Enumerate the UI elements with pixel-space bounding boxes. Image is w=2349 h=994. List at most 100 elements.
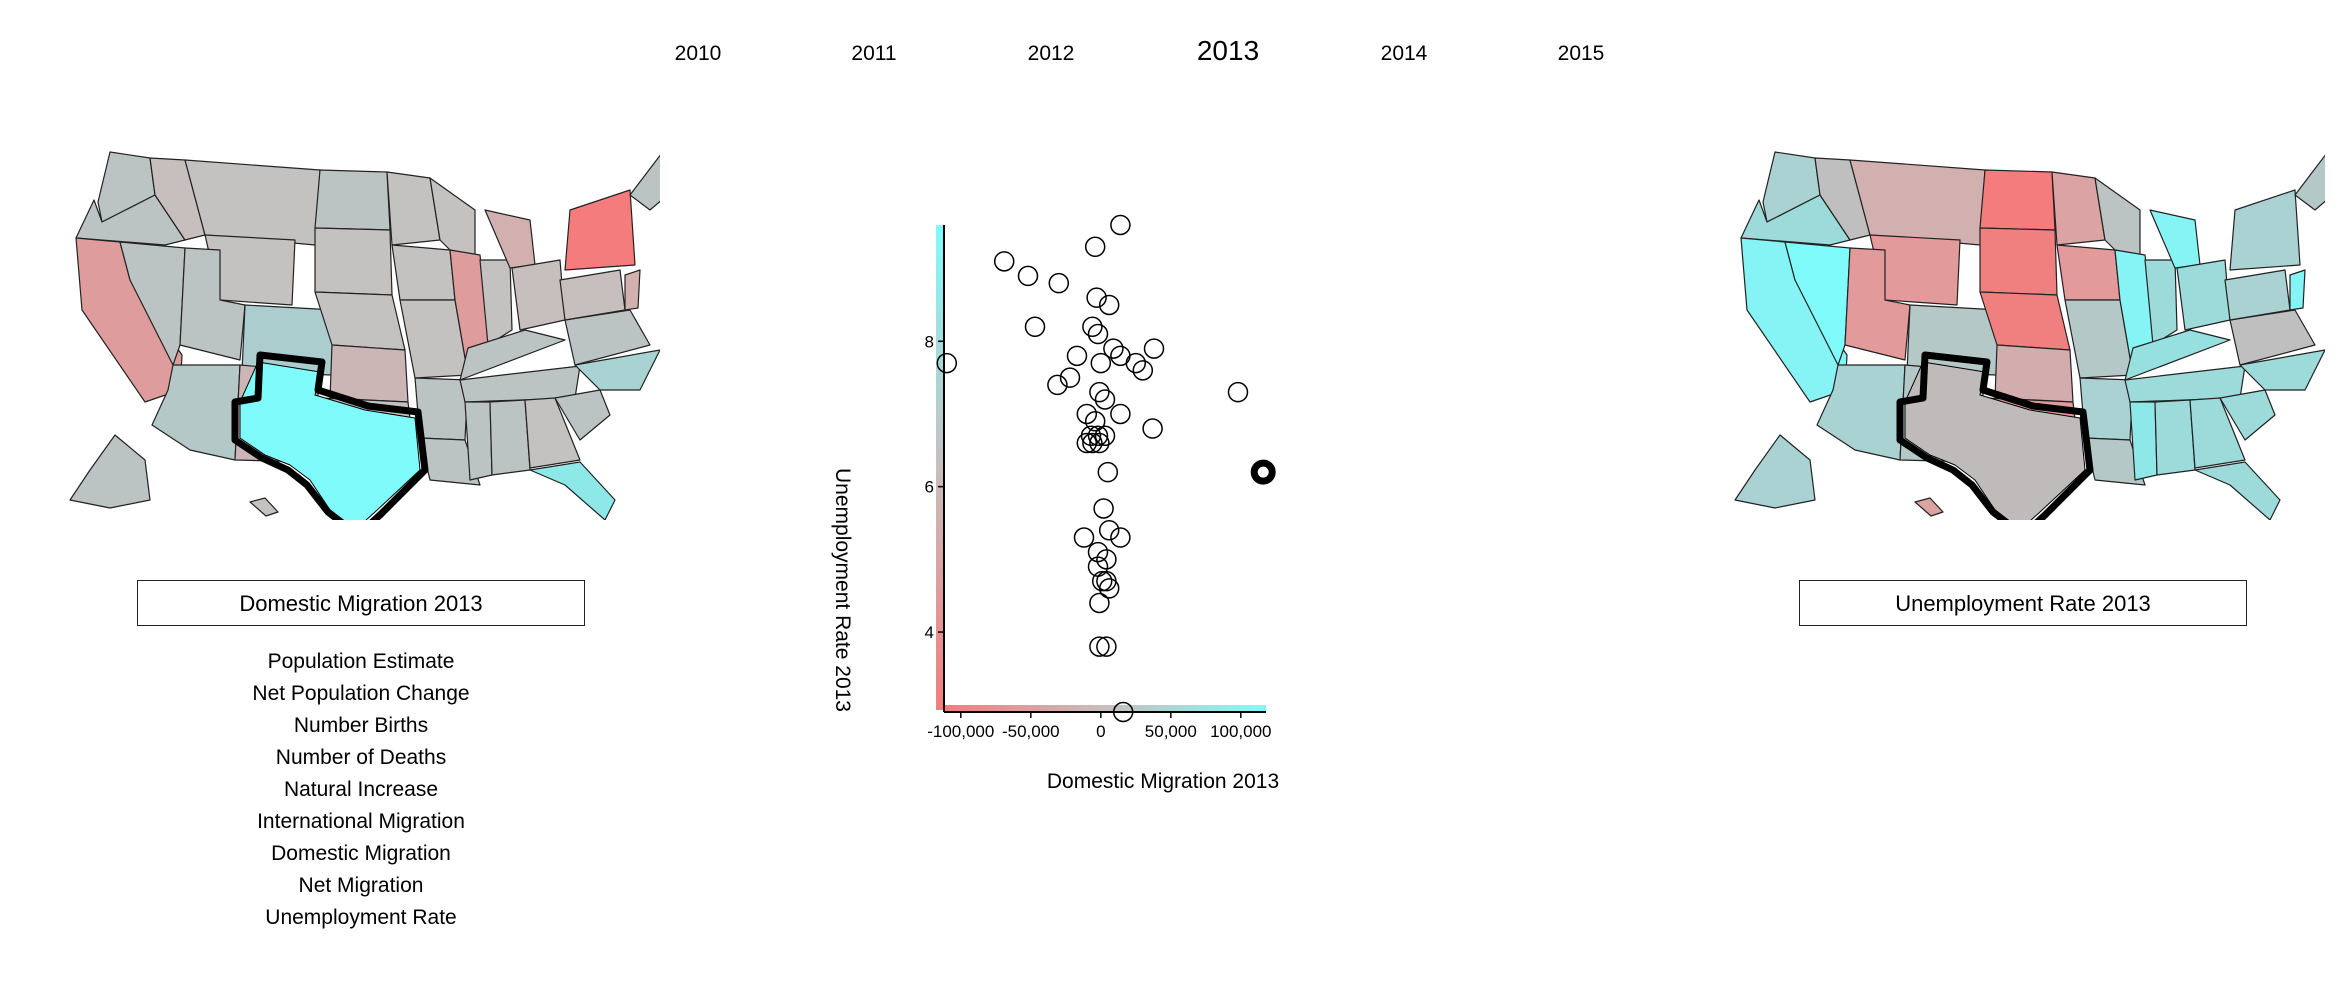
data-point[interactable] [1093,498,1114,519]
state-ga[interactable] [2189,397,2246,469]
state-ms[interactable] [2129,401,2158,481]
data-point[interactable] [1110,527,1131,548]
data-point[interactable] [1110,403,1131,425]
data-point[interactable] [1017,265,1039,287]
state-nv[interactable] [119,241,186,366]
year-2011[interactable]: 2011 [851,42,897,65]
data-point[interactable] [1097,461,1119,483]
state-ny[interactable] [2229,189,2301,271]
variable-option[interactable]: Number Births [293,714,429,737]
state-mi[interactable] [2149,209,2201,269]
state-id[interactable] [1814,157,1871,241]
state-nc[interactable] [2239,349,2325,391]
state-sc[interactable] [554,389,611,441]
variable-option[interactable]: Unemployment Rate [265,906,457,929]
state-mt[interactable] [184,159,321,246]
state-mt[interactable] [1849,159,1986,246]
state-me[interactable] [629,145,660,211]
state-hi[interactable] [249,497,279,517]
data-point[interactable] [1096,636,1117,657]
state-nj[interactable] [2289,269,2306,311]
state-ak[interactable] [69,434,151,509]
data-point[interactable] [1084,411,1106,432]
data-point[interactable] [1059,367,1081,388]
data-point[interactable] [1089,592,1110,614]
state-ks[interactable] [1994,344,2074,403]
data-point[interactable] [1087,323,1109,345]
data-point[interactable] [1098,294,1120,316]
data-point[interactable] [993,251,1015,272]
variable-option[interactable]: Domestic Migration [271,842,451,865]
data-point[interactable] [1227,381,1249,403]
state-nd[interactable] [1979,169,2056,231]
state-me[interactable] [2294,145,2325,211]
highlighted-point[interactable] [1250,459,1276,485]
year-2015[interactable]: 2015 [1557,42,1605,65]
variable-option[interactable]: Number of Deaths [275,746,447,769]
state-sc[interactable] [2219,389,2276,441]
state-nj[interactable] [624,269,641,311]
data-point[interactable] [1082,316,1103,338]
data-point[interactable] [1076,403,1098,425]
state-ky[interactable] [459,329,566,381]
state-fl[interactable] [2194,461,2281,520]
state-wi[interactable] [429,177,476,256]
state-al[interactable] [489,399,531,476]
data-point[interactable] [1098,520,1120,541]
data-point[interactable] [1094,425,1116,447]
data-point[interactable] [1087,425,1109,447]
state-nv[interactable] [1784,241,1851,366]
state-hi[interactable] [1914,497,1944,517]
data-point[interactable] [1066,345,1088,367]
state-sd[interactable] [314,227,393,296]
data-point[interactable] [1084,236,1106,258]
state-ia[interactable] [391,244,456,301]
state-al[interactable] [2154,399,2196,476]
state-wi[interactable] [2094,177,2141,256]
state-ga[interactable] [524,397,581,469]
data-point[interactable] [1098,578,1120,599]
year-2013[interactable]: 2013 [1196,35,1260,66]
state-ms[interactable] [464,401,493,481]
variable-option[interactable]: Net Migration [298,874,424,897]
data-point[interactable] [1142,418,1163,439]
year-2010[interactable]: 2010 [674,42,722,65]
state-ky[interactable] [2124,329,2231,381]
data-point[interactable] [1132,360,1154,381]
data-point[interactable] [1087,541,1109,563]
data-point[interactable] [936,352,958,374]
data-point[interactable] [1076,432,1098,454]
state-id[interactable] [149,157,206,241]
data-point[interactable] [1096,549,1117,570]
year-2014[interactable]: 2014 [1380,42,1428,65]
data-point[interactable] [1089,432,1110,454]
data-point[interactable] [1112,701,1134,723]
right-variable-selector[interactable]: Unemployment Rate 2013 [1799,580,2247,626]
variable-option[interactable]: International Migration [257,810,465,833]
data-point[interactable] [1089,381,1110,403]
state-ak[interactable] [1734,434,1816,509]
state-ny[interactable] [564,189,636,271]
state-in[interactable] [479,259,513,346]
year-2012[interactable]: 2012 [1027,42,1075,65]
state-oh[interactable] [2176,259,2231,331]
data-point[interactable] [1082,432,1103,454]
data-point[interactable] [1090,352,1112,374]
data-point[interactable] [1103,338,1124,359]
state-oh[interactable] [511,259,566,331]
data-point[interactable] [1089,636,1110,657]
state-sd[interactable] [1979,227,2058,296]
state-in[interactable] [2144,259,2178,346]
data-point[interactable] [1143,338,1165,359]
data-point[interactable] [1125,352,1147,374]
state-tx[interactable] [1904,361,2086,520]
variable-option[interactable]: Population Estimate [267,650,455,673]
data-point[interactable] [1024,316,1046,338]
data-point[interactable] [1073,527,1095,548]
data-point[interactable] [1048,272,1070,294]
state-ks[interactable] [329,344,409,403]
state-mi[interactable] [484,209,536,269]
data-point[interactable] [1091,570,1113,592]
state-ia[interactable] [2056,244,2121,301]
data-point[interactable] [1094,389,1116,410]
